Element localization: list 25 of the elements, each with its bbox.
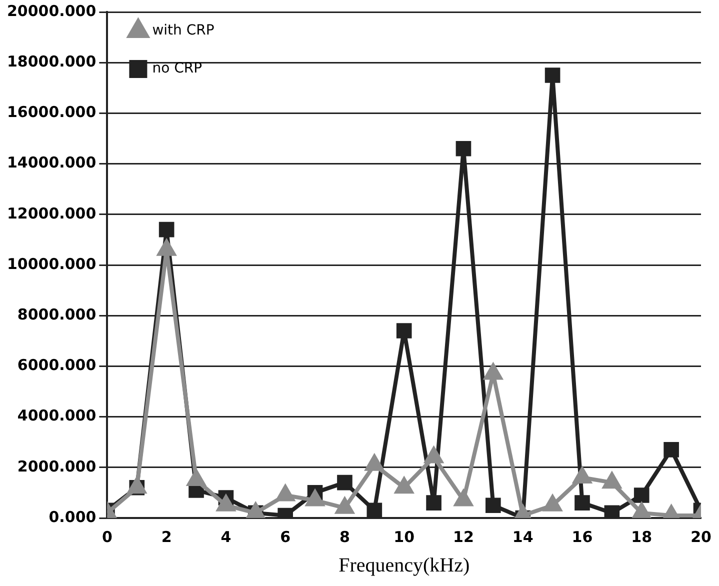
y-tick-label: 8000.000	[17, 305, 96, 324]
x-axis-title: Frequency(kHz)	[338, 554, 470, 576]
y-tick-label: 18000.000	[6, 52, 96, 70]
x-tick-label: 14	[512, 528, 534, 546]
x-tick-label: 6	[280, 528, 291, 546]
x-tick-label: 4	[220, 528, 232, 546]
x-tick-label: 0	[102, 528, 112, 546]
x-tick-label: 18	[631, 528, 652, 546]
y-tick-label: 2000.000	[17, 457, 96, 476]
y-tick-label: 20000.000	[6, 2, 96, 20]
legend-label: with CRP	[152, 22, 214, 39]
x-tick-label: 12	[453, 528, 474, 546]
y-tick-label: 14000.000	[6, 154, 96, 172]
y-tick-label: 0.000	[48, 508, 96, 526]
y-tick-label: 4000.000	[17, 406, 96, 425]
y-tick-label: 16000.000	[6, 103, 96, 122]
legend-label: no CRP	[152, 60, 202, 77]
x-tick-label: 20	[690, 528, 712, 546]
y-tick-label: 10000.000	[6, 254, 96, 273]
y-tick-label: 6000.000	[17, 356, 96, 374]
x-tick-label: 10	[394, 528, 415, 546]
x-tick-label: 8	[340, 528, 350, 546]
x-tick-label: 2	[161, 528, 172, 546]
y-tick-label: 12000.000	[6, 204, 96, 222]
x-tick-label: 16	[572, 528, 593, 546]
